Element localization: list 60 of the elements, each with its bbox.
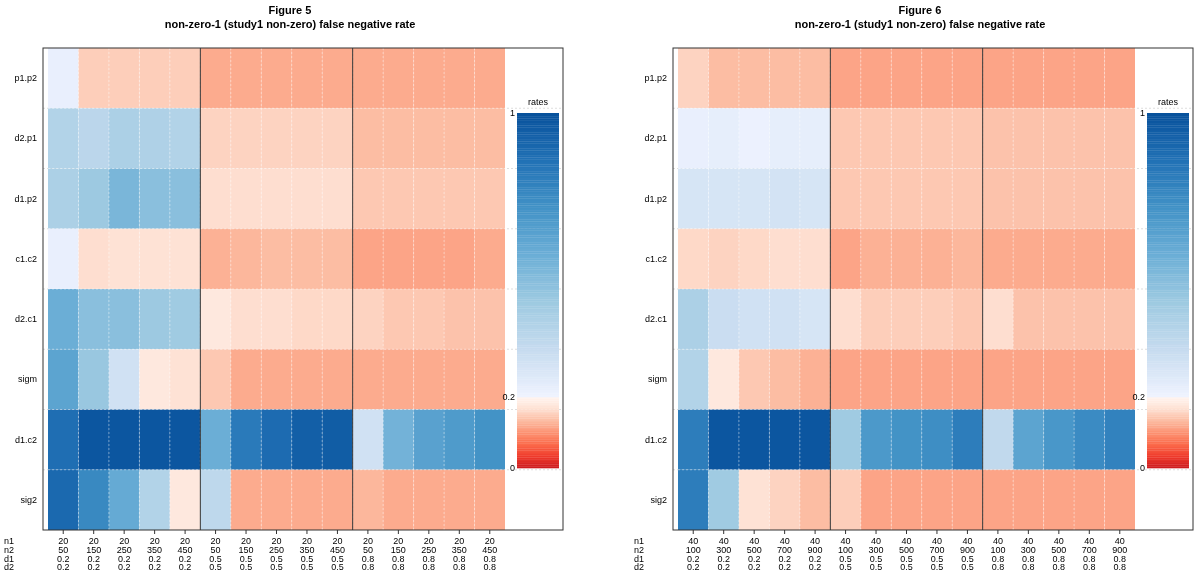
x-tick-label: 20 50 0.5 0.5 — [209, 536, 222, 573]
y-tick-label: d2.c1 — [14, 314, 37, 325]
x-tick-label: 20 150 0.2 0.2 — [86, 536, 102, 573]
x-tick-label: 40 300 0.5 0.5 — [868, 536, 884, 573]
y-tick-label: d1.p2 — [14, 193, 37, 204]
y-tick-label: p1.p2 — [14, 73, 37, 84]
color-bar-label: 0.2 — [1132, 392, 1145, 402]
x-tick-label: 40 100 0.8 0.8 — [990, 536, 1006, 573]
x-tick-label: 20 250 0.5 0.5 — [268, 536, 285, 573]
color-bar-label: 0 — [509, 463, 515, 473]
y-tick-label: d2.p1 — [644, 133, 667, 144]
chart-title: Figure 6 — [898, 4, 942, 16]
x-tick-label: 20 350 0.8 0.8 — [451, 536, 467, 573]
y-tick-label: d2.p1 — [14, 133, 37, 144]
x-tick-label: 20 350 0.2 0.2 — [147, 536, 163, 573]
x-tick-label: 40 300 0.2 0.2 — [716, 536, 732, 573]
y-tick-label: sigm — [647, 374, 667, 385]
x-tick-label: 20 350 0.5 0.5 — [299, 536, 315, 573]
x-tick-label: 40 500 0.5 0.5 — [898, 536, 915, 573]
color-bar-label: 1 — [509, 108, 515, 118]
color-bar-title: rates — [527, 97, 549, 107]
x-tick-label: 20 150 0.8 0.8 — [390, 536, 406, 573]
y-tick-label: p1.p2 — [644, 73, 667, 84]
x-tick-label: 40 900 0.8 0.8 — [1112, 536, 1128, 573]
x-tick-label: 20 450 0.5 0.5 — [329, 536, 345, 573]
x-tick-label: 20 150 0.5 0.5 — [238, 536, 254, 573]
y-tick-label: d1.p2 — [644, 193, 667, 204]
x-tick-label: 40 100 0.5 0.5 — [838, 536, 854, 573]
x-tick-label: 40 700 0.8 0.8 — [1081, 536, 1097, 573]
chart-subtitle: non-zero-1 (study1 non-zero) false negative rate — [164, 18, 416, 30]
x-tick-label: 20 250 0.8 0.8 — [421, 536, 437, 573]
color-bar-title: rates — [1157, 97, 1179, 107]
x-tick-label: 40 300 0.8 0.8 — [1020, 536, 1036, 573]
y-tick-label: sig2 — [650, 494, 667, 505]
y-tick-label: sig2 — [20, 494, 37, 505]
x-tick-label: 20 250 0.2 0.2 — [116, 536, 132, 573]
x-tick-label: 40 500 0.8 0.8 — [1051, 536, 1067, 573]
x-axis-title: n1 n2 d1 d2 — [634, 536, 645, 573]
x-tick-label: 20 450 0.8 0.8 — [482, 536, 498, 573]
y-tick-label: d2.c1 — [644, 314, 667, 325]
x-axis-title: n1 n2 d1 d2 — [4, 536, 15, 573]
x-tick-label: 40 700 0.5 0.5 — [929, 536, 945, 573]
color-bar-label: 1 — [1139, 108, 1145, 118]
x-tick-label: 40 900 0.2 0.2 — [807, 536, 823, 573]
x-tick-label: 40 100 0.2 0.2 — [685, 536, 701, 573]
x-tick-label: 40 700 0.2 0.2 — [777, 536, 793, 573]
y-tick-label: sigm — [17, 374, 37, 385]
x-tick-label: 20 50 0.8 0.8 — [361, 536, 375, 573]
y-tick-label: c1.c2 — [645, 253, 667, 264]
x-tick-label: 40 500 0.2 0.2 — [746, 536, 762, 573]
x-tick-label: 20 450 0.2 0.2 — [177, 536, 193, 573]
y-tick-label: c1.c2 — [15, 253, 37, 264]
color-bar-label: 0.2 — [502, 392, 515, 402]
x-tick-label: 40 900 0.5 0.5 — [959, 536, 975, 573]
chart-subtitle: non-zero-1 (study1 non-zero) false negative rate — [794, 18, 1046, 30]
color-bar-label: 0 — [1139, 463, 1145, 473]
chart-title: Figure 5 — [268, 4, 312, 16]
y-tick-label: d1.c2 — [14, 434, 37, 445]
y-tick-label: d1.c2 — [644, 434, 667, 445]
x-tick-label: 20 50 0.2 0.2 — [56, 536, 70, 573]
